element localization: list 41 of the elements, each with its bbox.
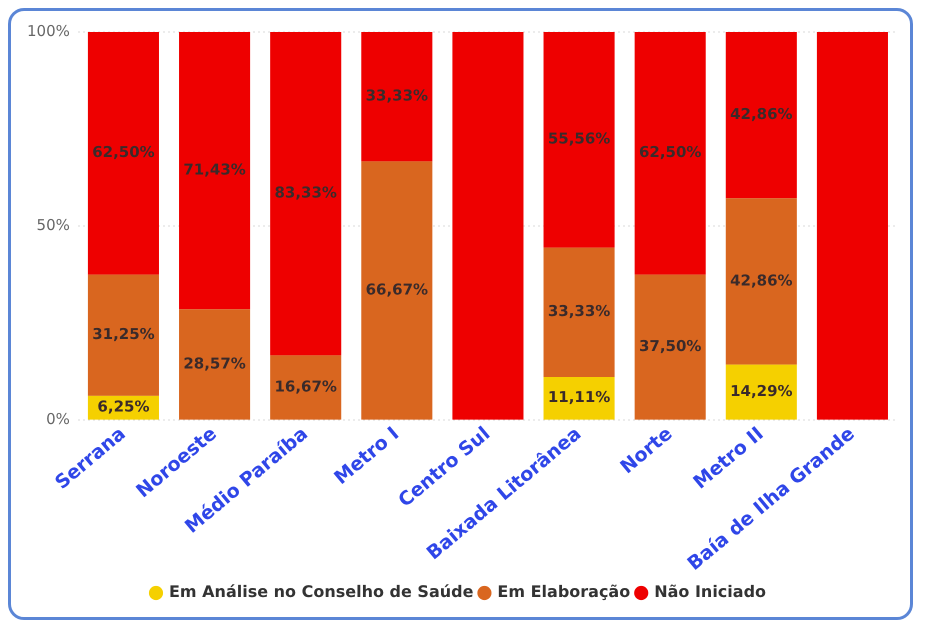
bar (634, 32, 706, 275)
data-label: 42,86% (730, 271, 793, 290)
bar (726, 364, 797, 420)
data-label: 66,67% (366, 280, 428, 298)
data-label: 37,50% (638, 336, 702, 355)
bar (726, 198, 797, 365)
data-label: 55,56% (548, 130, 610, 148)
y-tick-label: 0% (46, 410, 70, 428)
data-label: 42,86% (730, 105, 793, 124)
data-label: 83,33% (274, 184, 337, 202)
y-tick-label: 100% (26, 22, 70, 40)
data-label: 62,50% (638, 143, 702, 162)
bar (452, 32, 524, 420)
bar (816, 32, 888, 420)
data-label: 16,67% (274, 377, 337, 396)
bar (270, 32, 342, 356)
y-tick-label: 50% (36, 216, 70, 234)
legend-label: Em Elaboração (497, 582, 630, 602)
bar (88, 274, 159, 396)
bar (361, 161, 432, 420)
bar (270, 355, 342, 420)
bar (179, 309, 250, 420)
bar (726, 32, 797, 198)
legend-label: Não Iniciado (654, 582, 766, 602)
data-label: 14,29% (730, 382, 793, 400)
bar (634, 274, 706, 420)
data-label: 31,25% (92, 325, 155, 344)
data-label: 28,57% (183, 354, 246, 372)
bar (544, 376, 615, 420)
data-label: 33,33% (366, 86, 428, 105)
data-label: 33,33% (548, 302, 610, 320)
bar (544, 32, 615, 248)
legend-label: Em Análise no Conselho de Saúde (168, 582, 474, 602)
bar (179, 32, 250, 310)
bar (88, 32, 159, 275)
bar (544, 248, 615, 377)
data-label: 62,50% (92, 143, 155, 162)
data-label: 6,25% (97, 398, 150, 416)
bar (361, 32, 432, 162)
data-label: 71,43% (183, 160, 246, 178)
data-label: 11,11% (548, 388, 610, 406)
